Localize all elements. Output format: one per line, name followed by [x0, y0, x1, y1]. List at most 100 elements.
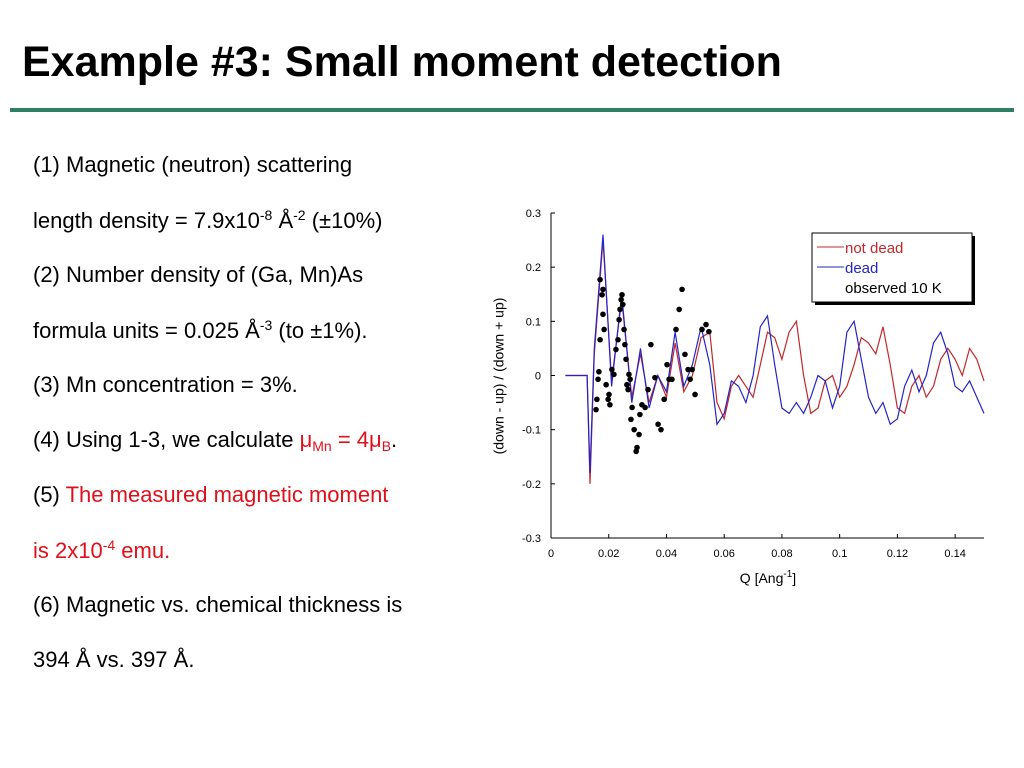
x-axis-label-text: Q [Ang: [740, 570, 784, 586]
data-point: [676, 306, 682, 313]
data-point: [595, 376, 601, 383]
data-point: [622, 341, 628, 348]
legend-label: not dead: [845, 240, 903, 257]
data-point: [634, 444, 640, 451]
x-tick-label: 0.12: [887, 548, 908, 560]
data-point: [593, 406, 599, 413]
data-point: [594, 396, 600, 403]
data-point: [642, 404, 648, 411]
data-point: [613, 346, 619, 353]
x-axis-label-sup: -1: [783, 569, 792, 580]
x-axis-label-text: ]: [792, 570, 796, 586]
data-point: [597, 336, 603, 343]
data-point: [626, 371, 632, 378]
text-line: (3) Mn concentration = 3%.: [33, 372, 298, 398]
data-point: [597, 276, 603, 283]
subscript: Mn: [312, 438, 332, 454]
data-point: [679, 286, 685, 293]
text: emu.: [115, 538, 171, 563]
data-point: [664, 361, 670, 368]
data-point: [669, 376, 675, 383]
superscript: -2: [293, 207, 306, 223]
text: = 4: [331, 427, 370, 452]
text: (1) Magnetic (neutron) scattering: [33, 152, 353, 177]
series-line: [565, 240, 985, 484]
data-point: [617, 306, 623, 313]
x-tick-label: 0.1: [832, 548, 847, 560]
data-point: [615, 336, 621, 343]
y-axis-label: (down - up) / (down + up): [491, 298, 507, 455]
text: length density = 7.9x10: [33, 208, 260, 233]
data-point: [611, 371, 617, 378]
data-point: [673, 326, 679, 333]
data-point: [606, 391, 612, 398]
text-line: is 2x10-4 emu.: [33, 537, 170, 564]
superscript: -3: [259, 317, 273, 333]
y-tick-label: 0.1: [526, 316, 541, 328]
data-point: [661, 396, 667, 403]
text: (4) Using 1-3, we calculate: [33, 427, 300, 452]
data-point: [599, 291, 605, 298]
text: formula units = 0.025 Å: [33, 318, 260, 343]
slide-title: Example #3: Small moment detection: [22, 38, 782, 86]
data-point: [600, 286, 606, 293]
data-point: [609, 366, 615, 373]
data-point: [625, 386, 631, 393]
data-point: [620, 301, 626, 308]
data-point: [655, 421, 661, 428]
text: 394 Å vs. 397 Å.: [33, 647, 195, 672]
data-point: [687, 376, 693, 383]
text: (2) Number density of (Ga, Mn)As: [33, 262, 364, 287]
symbol: μ: [299, 427, 313, 452]
text: (±10%): [305, 208, 383, 233]
data-point: [600, 311, 606, 318]
data-point: [685, 366, 691, 373]
data-point: [648, 341, 654, 348]
x-tick-label: 0.04: [656, 548, 677, 560]
superscript: -8: [259, 207, 273, 223]
data-point: [703, 321, 709, 328]
data-point: [637, 411, 643, 418]
data-point: [636, 431, 642, 438]
data-point: [607, 401, 613, 408]
text-line: formula units = 0.025 Å-3 (to ±1%).: [33, 317, 368, 344]
x-tick-label: 0: [548, 548, 554, 560]
data-point: [618, 296, 624, 303]
data-point: [605, 396, 611, 403]
data-point: [628, 416, 634, 423]
data-point: [645, 386, 651, 393]
symbol: μ: [369, 427, 382, 452]
data-point: [596, 368, 602, 375]
superscript: -4: [102, 537, 116, 553]
data-point: [624, 381, 630, 388]
text-line: (2) Number density of (Ga, Mn)As: [33, 262, 363, 288]
data-point: [629, 404, 635, 411]
text-line: (4) Using 1-3, we calculate μMn = 4μB.: [33, 427, 397, 454]
text-line: (5) The measured magnetic moment: [33, 482, 388, 508]
text-line: (1) Magnetic (neutron) scattering: [33, 152, 352, 178]
data-point: [601, 326, 607, 333]
y-tick-label: 0.2: [526, 262, 541, 274]
data-point: [623, 356, 629, 363]
text-line: (6) Magnetic vs. chemical thickness is: [33, 592, 402, 618]
text: (to: [272, 318, 311, 343]
y-tick-label: 0.3: [526, 208, 541, 220]
data-point: [699, 326, 705, 333]
data-point: [603, 381, 609, 388]
data-point: [652, 374, 658, 381]
text: is 2x10: [33, 538, 103, 563]
legend-label: dead: [845, 260, 878, 277]
data-point: [658, 426, 664, 433]
text: ±: [310, 318, 323, 343]
y-tick-label: -0.2: [522, 479, 541, 491]
y-tick-label: -0.1: [522, 425, 541, 437]
x-tick-label: 0.02: [598, 548, 619, 560]
data-point: [692, 391, 698, 398]
data-point: [631, 426, 637, 433]
data-point: [627, 376, 633, 383]
data-point: [619, 291, 625, 298]
x-tick-label: 0.14: [944, 548, 965, 560]
data-point: [706, 328, 712, 335]
